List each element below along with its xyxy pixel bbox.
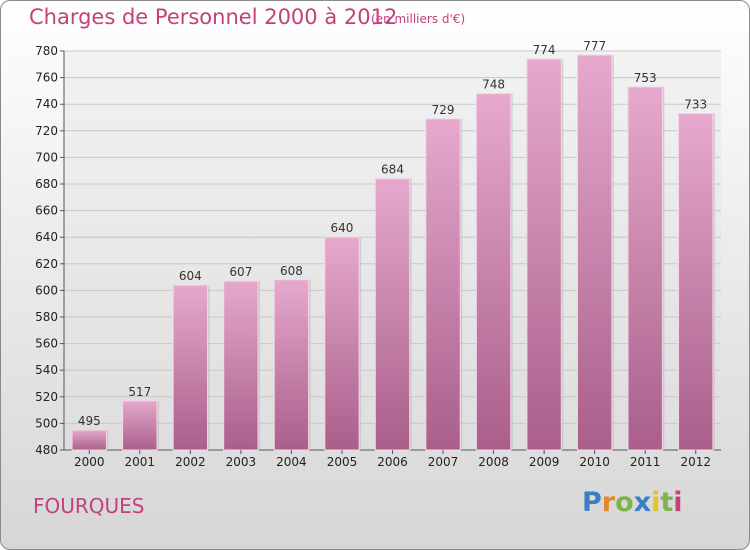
bar <box>627 86 663 451</box>
x-tick-label: 2005 <box>327 455 358 469</box>
bar <box>71 429 107 451</box>
bar-value-label: 748 <box>482 78 505 92</box>
bar <box>576 54 613 451</box>
y-tick-label: 740 <box>35 97 58 111</box>
x-tick-label: 2004 <box>276 455 307 469</box>
bar-value-label: 777 <box>583 39 606 53</box>
bar-value-label: 684 <box>381 163 404 177</box>
bar-value-label: 604 <box>179 269 202 283</box>
bar-value-label: 607 <box>229 265 252 279</box>
logo-letter: r <box>601 487 616 518</box>
x-tick-label: 2007 <box>428 455 459 469</box>
logo-letter: P <box>582 487 602 518</box>
y-tick-label: 720 <box>35 124 58 138</box>
location-label: FOURQUES <box>33 494 145 518</box>
y-tick-label: 580 <box>35 310 58 324</box>
logo-letter: i <box>673 487 683 518</box>
y-tick-label: 640 <box>35 230 58 244</box>
x-tick-label: 2002 <box>175 455 206 469</box>
y-tick-label: 600 <box>35 283 58 297</box>
x-tick-label: 2003 <box>226 455 257 469</box>
chart-title: Charges de Personnel 2000 à 2012 <box>29 5 398 29</box>
bar-value-label: 640 <box>331 221 354 235</box>
y-tick-label: 620 <box>35 257 58 271</box>
bar <box>223 280 259 451</box>
bar <box>122 400 158 451</box>
y-tick-label: 480 <box>35 443 58 457</box>
bar-value-label: 733 <box>684 98 707 112</box>
y-tick-label: 760 <box>35 71 58 85</box>
y-tick-label: 660 <box>35 204 58 218</box>
logo-letter: i <box>651 487 661 518</box>
y-tick-label: 700 <box>35 150 58 164</box>
x-tick-label: 2008 <box>478 455 509 469</box>
y-tick-label: 780 <box>35 44 58 58</box>
bar-value-label: 517 <box>128 385 151 399</box>
bar <box>374 178 411 451</box>
bar <box>324 236 360 451</box>
logo-letter: o <box>615 487 634 518</box>
y-tick-label: 680 <box>35 177 58 191</box>
bar <box>172 284 209 451</box>
x-tick-label: 2009 <box>529 455 560 469</box>
bar <box>475 93 512 451</box>
y-tick-label: 500 <box>35 416 58 430</box>
bar-value-label: 729 <box>432 103 455 117</box>
x-tick-label: 2001 <box>125 455 156 469</box>
y-tick-label: 520 <box>35 390 58 404</box>
bar-value-label: 495 <box>78 414 101 428</box>
x-tick-label: 2011 <box>630 455 661 469</box>
x-tick-label: 2006 <box>377 455 408 469</box>
x-tick-label: 2010 <box>579 455 610 469</box>
proxiti-logo: Proxiti <box>582 487 683 518</box>
y-tick-label: 540 <box>35 363 58 377</box>
x-tick-label: 2012 <box>680 455 711 469</box>
bar <box>425 118 461 451</box>
bar-value-label: 753 <box>634 71 657 85</box>
logo-letter: x <box>633 487 652 518</box>
y-tick-label: 560 <box>35 337 58 351</box>
bar <box>526 58 562 451</box>
logo-letter: t <box>660 487 674 518</box>
bar <box>273 279 310 451</box>
x-tick-label: 2000 <box>74 455 105 469</box>
bar-value-label: 608 <box>280 264 303 278</box>
bar-value-label: 774 <box>533 43 556 57</box>
chart-subtitle: (en milliers d'€) <box>371 12 466 26</box>
bar <box>678 113 714 451</box>
